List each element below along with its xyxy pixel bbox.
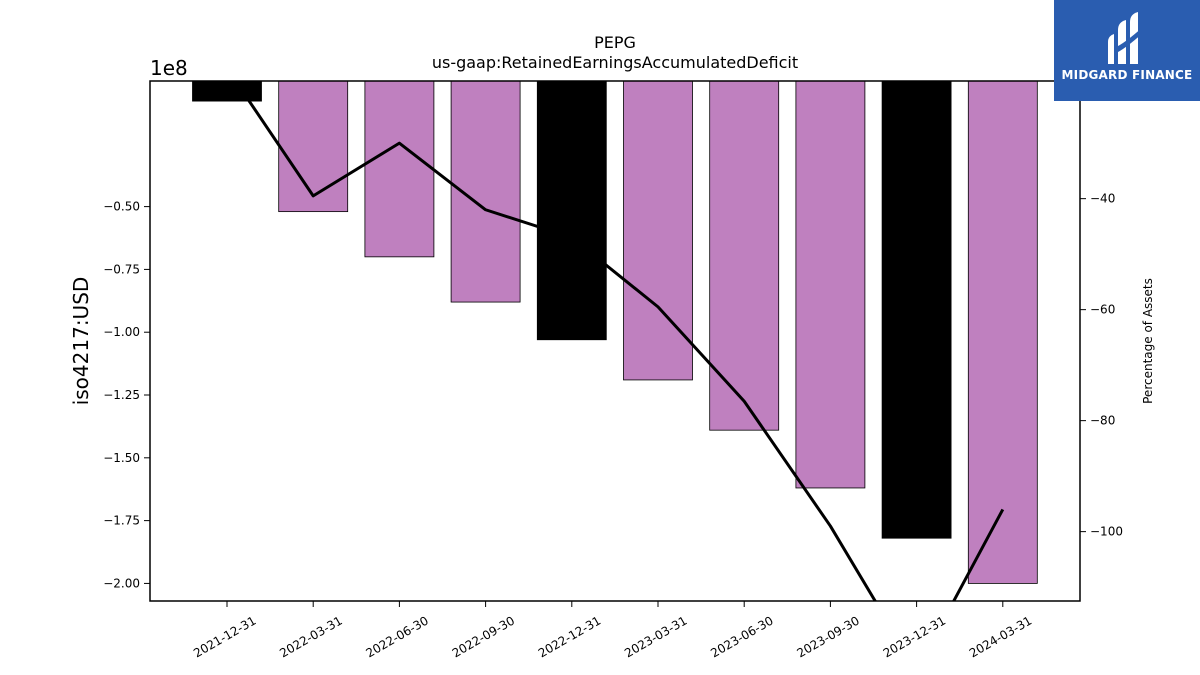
midgard-finance-logo: MIDGARD FINANCE <box>1054 0 1200 101</box>
y-tick-label: −1.25 <box>103 388 140 402</box>
bar-2023-09-30 <box>795 80 866 489</box>
logo-mark-icon <box>1108 12 1144 64</box>
y-tick-label: −1.00 <box>103 325 140 339</box>
x-tick-label: 2023-12-31 <box>881 613 948 660</box>
x-tick-label: 2023-06-30 <box>708 613 775 660</box>
x-tick-label: 2024-03-31 <box>967 613 1034 660</box>
bar-2021-12-31 <box>192 80 262 102</box>
x-tick-label: 2023-03-31 <box>622 613 689 660</box>
x-tick-label: 2022-06-30 <box>363 613 430 660</box>
y-tick-label: −1.75 <box>103 514 140 528</box>
chart-title: PEPG <box>594 33 636 52</box>
percentage-of-assets-line <box>233 81 1005 601</box>
bar-2024-03-31 <box>967 80 1038 584</box>
y2-axis-label: Percentage of Assets <box>1141 278 1155 404</box>
x-tick-label: 2022-03-31 <box>277 613 344 660</box>
y-tick-label: −2.00 <box>103 576 140 590</box>
x-tick-label: 2022-09-30 <box>450 613 517 660</box>
bar-2022-06-30 <box>364 80 435 258</box>
y-axis-label: iso4217:USD <box>69 277 93 406</box>
logo-text: MIDGARD FINANCE <box>1061 68 1193 82</box>
bar-2022-12-31 <box>536 80 607 341</box>
chart-subtitle: us-gaap:RetainedEarningsAccumulatedDefic… <box>432 53 798 72</box>
y2-tick-label: −100 <box>1090 525 1123 539</box>
y2-tick-label: −80 <box>1090 414 1115 428</box>
plot-frame <box>149 80 1081 602</box>
y2-tick-label: −40 <box>1090 192 1115 206</box>
y-tick-label: −0.75 <box>103 262 140 276</box>
y-tick-label: −0.50 <box>103 200 140 214</box>
bar-2023-12-31 <box>881 80 952 539</box>
y-tick-label: −1.50 <box>103 451 140 465</box>
bar-2022-03-31 <box>278 80 349 213</box>
bars-layer <box>192 80 1038 584</box>
line-layer <box>233 81 1005 601</box>
x-tick-label: 2021-12-31 <box>191 613 258 660</box>
x-tick-label: 2023-09-30 <box>794 613 861 660</box>
x-tick-label: 2022-12-31 <box>536 613 603 660</box>
y-axis-offset-label: 1e8 <box>150 56 188 80</box>
y2-tick-label: −60 <box>1090 303 1115 317</box>
bar-2023-06-30 <box>709 80 780 431</box>
